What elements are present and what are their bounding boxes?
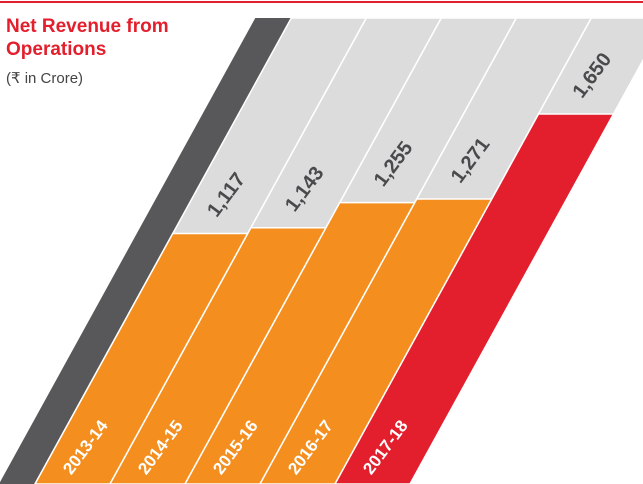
bar bbox=[334, 113, 615, 484]
chart-title: Operations bbox=[6, 39, 106, 60]
chart-subtitle: (₹ in Crore) bbox=[6, 70, 83, 87]
chart-title: Net Revenue from bbox=[6, 16, 169, 37]
